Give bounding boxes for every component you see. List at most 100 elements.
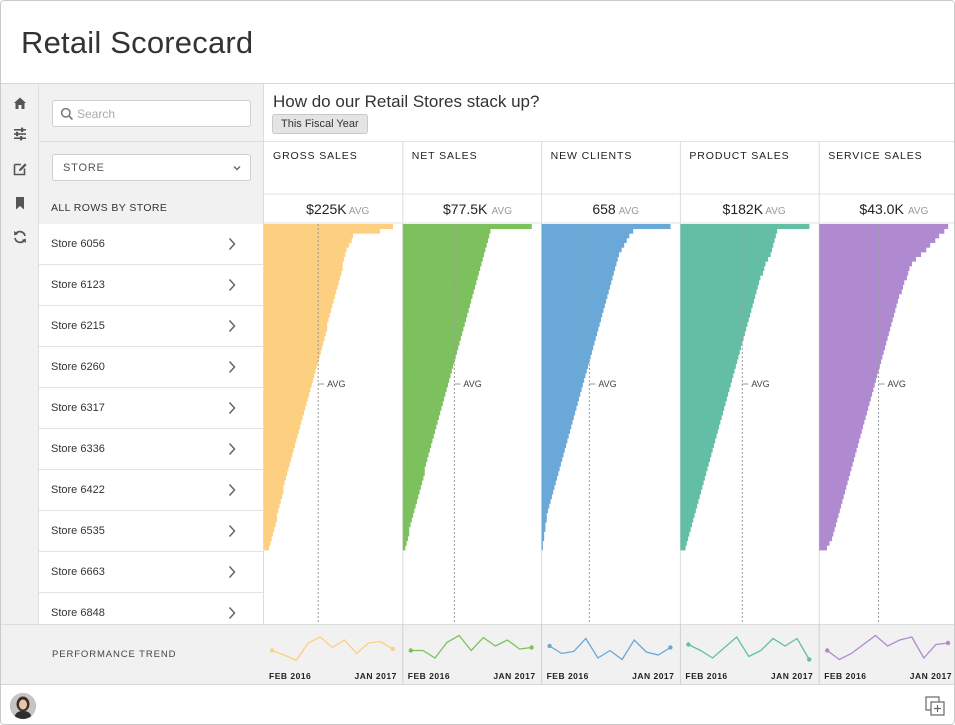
store-row[interactable]: Store 6535 <box>39 511 263 552</box>
bar <box>680 354 739 360</box>
user-avatar[interactable] <box>10 693 36 719</box>
bar <box>264 517 277 523</box>
bar <box>541 279 612 285</box>
edit-icon[interactable] <box>12 161 28 177</box>
search-input[interactable] <box>77 106 242 122</box>
bar <box>264 307 332 313</box>
sliders-icon[interactable] <box>12 126 28 142</box>
bar <box>819 256 916 262</box>
expand-icon[interactable] <box>925 696 945 716</box>
bar <box>819 503 842 509</box>
bar <box>680 265 765 271</box>
bar <box>680 284 758 290</box>
store-row[interactable]: Store 6663 <box>39 552 263 593</box>
store-name: Store 6663 <box>51 566 105 578</box>
bar <box>402 475 424 481</box>
bar <box>541 517 547 523</box>
bar <box>264 475 286 481</box>
trend-line <box>549 637 671 661</box>
store-row[interactable]: Store 6317 <box>39 388 263 429</box>
metric-title: GROSS SALES <box>273 150 358 162</box>
bar <box>402 373 451 379</box>
bar <box>264 456 292 462</box>
bar <box>680 237 775 244</box>
bar <box>402 400 443 407</box>
store-row[interactable]: Store 6422 <box>39 470 263 511</box>
bar <box>819 498 843 504</box>
bar <box>541 466 560 472</box>
home-icon[interactable] <box>12 95 28 111</box>
store-row[interactable]: Store 6336 <box>39 429 263 470</box>
nav-rail <box>1 84 39 684</box>
bar <box>264 270 342 276</box>
bar <box>819 410 867 416</box>
rows-header: ALL ROWS BY STORE <box>51 202 168 214</box>
store-list: Store 6056 Store 6123 Store 6215 Store 6260… <box>39 224 264 624</box>
bar <box>680 373 734 379</box>
bar <box>541 424 572 430</box>
refresh-icon[interactable] <box>12 229 28 245</box>
bar <box>819 536 833 542</box>
bar <box>264 433 298 439</box>
bar <box>402 452 429 458</box>
bar <box>819 265 910 271</box>
trend-end-label: JAN 2017 <box>493 671 535 681</box>
bar <box>264 428 299 434</box>
store-row[interactable]: Store 6056 <box>39 224 263 265</box>
store-row[interactable]: Store 6123 <box>39 265 263 306</box>
bar <box>402 531 410 537</box>
bar <box>402 508 415 514</box>
bar <box>541 307 604 313</box>
bar <box>402 307 469 313</box>
trend-start-point <box>825 648 830 653</box>
bar <box>680 475 705 481</box>
bar <box>541 526 546 532</box>
bar <box>264 331 326 337</box>
bar <box>402 447 430 453</box>
trend-end-label: JAN 2017 <box>632 671 674 681</box>
bar <box>680 466 708 472</box>
search-box[interactable] <box>52 100 251 127</box>
bar <box>541 321 600 327</box>
bar <box>264 289 337 295</box>
bar <box>680 256 769 262</box>
bar <box>541 275 613 281</box>
bar <box>541 251 619 257</box>
bar <box>680 233 776 239</box>
bar <box>541 345 594 351</box>
bookmark-icon[interactable] <box>12 195 28 211</box>
bar <box>264 284 338 290</box>
bar <box>402 396 445 402</box>
bar <box>541 303 605 309</box>
bar <box>680 419 721 425</box>
store-row[interactable]: Store 6848 <box>39 593 263 624</box>
bar <box>819 345 885 351</box>
metric-avg-value: $225K <box>306 201 347 217</box>
bar <box>680 470 707 476</box>
bar <box>819 470 851 476</box>
bar <box>402 461 427 467</box>
bar <box>402 442 432 448</box>
bar <box>402 284 476 290</box>
bar <box>819 359 882 365</box>
bar <box>264 247 347 253</box>
bar <box>680 512 695 518</box>
search-icon <box>60 107 74 121</box>
bar <box>680 307 752 313</box>
dimension-select[interactable]: STORE <box>52 154 251 181</box>
bar <box>541 317 601 323</box>
bar <box>264 391 310 397</box>
bar <box>680 526 691 532</box>
bar <box>819 233 940 239</box>
store-row[interactable]: Store 6260 <box>39 347 263 388</box>
store-name: Store 6317 <box>51 402 105 414</box>
sidebar-divider <box>39 141 264 142</box>
bar <box>541 261 617 267</box>
avg-marker-label: AVG <box>463 379 481 389</box>
store-row[interactable]: Store 6215 <box>39 306 263 347</box>
bar <box>402 438 433 444</box>
bar <box>541 447 565 453</box>
period-filter-chip[interactable]: This Fiscal Year <box>272 114 368 134</box>
